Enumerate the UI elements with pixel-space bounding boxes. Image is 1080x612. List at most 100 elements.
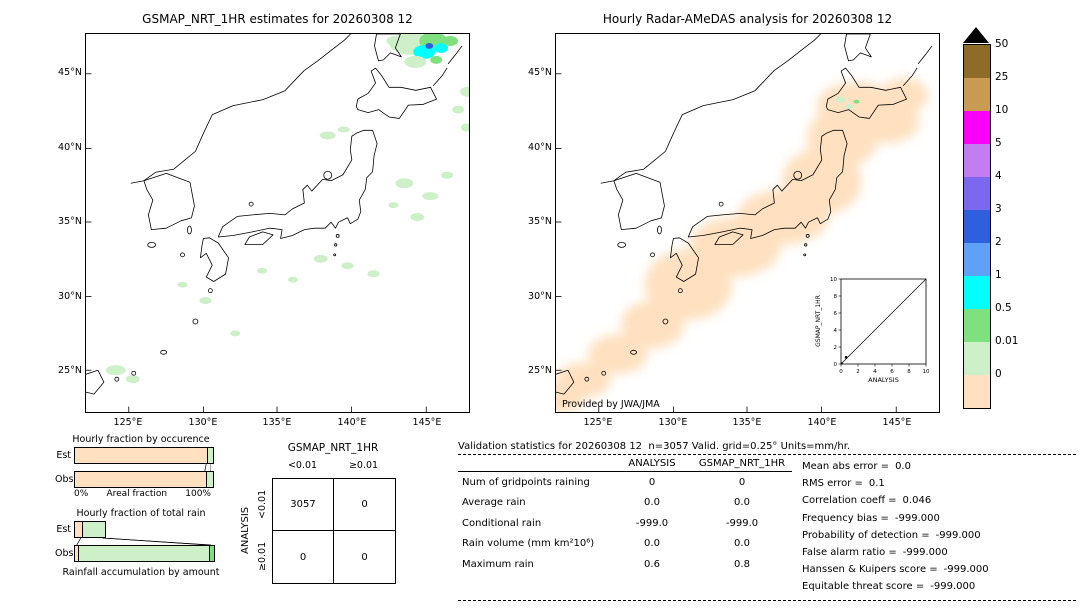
metric-label: Hanssen & Kuipers score = — [802, 564, 938, 576]
stats-table: ANALYSIS GSMAP_NRT_1HR Num of gridpoints… — [458, 458, 792, 596]
stats-table-row: Num of gridpoints raining 0 0 — [458, 472, 792, 493]
column-header: ANALYSIS — [628, 458, 676, 469]
stats-metric: Mean abs error = 0.0 — [802, 458, 1076, 475]
inset-data-point — [840, 362, 843, 365]
metric-value: 0.1 — [868, 478, 885, 490]
stats-cell: 0 — [738, 476, 746, 488]
fraction-row-label: Obs — [55, 474, 74, 485]
metric-value: 0.046 — [902, 495, 932, 507]
metric-label: Frequency bias = — [802, 512, 889, 524]
inset-ticks — [838, 278, 927, 367]
column-labels: <0.01 ≥0.01 — [272, 460, 396, 478]
chart-bars: Est Obs — [55, 521, 227, 562]
chart-title: Hourly fraction of total rain — [76, 508, 206, 519]
stats-table-row: Rain volume (mm km²10⁶) 0.0 0.0 — [458, 534, 792, 555]
colorbar-segment — [964, 342, 990, 375]
fraction-bar-segment — [75, 472, 207, 487]
colorbar-segment — [964, 375, 990, 408]
lat-tick-label: 40°N — [528, 142, 552, 153]
fraction-bar-row: Est — [55, 521, 227, 538]
lat-tick-label: 45°N — [58, 67, 82, 78]
inset-x-tick: 4 — [873, 369, 877, 375]
precipitation-specks-radar — [835, 96, 860, 110]
colorbar-segment — [964, 309, 990, 342]
left-map-title: GSMAP_NRT_1HR estimates for 20260308 12 — [142, 12, 413, 26]
chart-axis: 0% Areal fraction 100% — [74, 489, 211, 499]
colorbar-tick-label: 4 — [995, 170, 1002, 182]
lon-tick-label: 145°E — [412, 417, 442, 428]
stats-metric: Probability of detection = -999.000 — [802, 527, 1076, 544]
stats-cell: Maximum rain — [462, 558, 534, 570]
map-frame-ticks — [556, 73, 897, 412]
metric-label: Mean abs error = — [802, 461, 890, 473]
stats-table-row: Average rain 0.0 0.0 — [458, 493, 792, 514]
fraction-bar-track — [74, 471, 214, 488]
colorbar-segment — [964, 45, 990, 78]
fraction-charts: Hourly fraction by occurence Est Obs 0% A… — [55, 434, 227, 578]
inset-y-axis-label: GSMAP_NRT_1HR — [815, 295, 822, 347]
fraction-bar-row: Est — [55, 447, 227, 464]
metric-label: Equitable threat score = — [802, 581, 925, 593]
fraction-bar-track — [74, 545, 215, 562]
fraction-bar-row: Obs — [55, 545, 227, 562]
metric-label: Probability of detection = — [802, 529, 930, 541]
colorbar-tick-label: 3 — [995, 203, 1002, 215]
lat-tick-label: 30°N — [58, 291, 82, 302]
fraction-connector-lines — [76, 538, 211, 545]
colorbar-tick-label: 10 — [995, 104, 1009, 116]
fraction-bar-segment — [208, 448, 213, 463]
inset-y-tick: 8 — [834, 294, 838, 300]
fraction-connector-lines — [204, 464, 211, 471]
metric-label: Correlation coeff = — [802, 495, 897, 507]
axis-max-label: 100% — [185, 489, 211, 499]
axis-title: Areal fraction — [106, 489, 168, 499]
stats-cell: 0 — [648, 476, 656, 488]
colorbar-labels: 50 25 10 5 4 3 2 1 0.5 0.01 0 — [995, 38, 1037, 407]
colorbar-segment — [964, 210, 990, 243]
lat-tick-label: 35°N — [528, 216, 552, 227]
fraction-row-label: Est — [56, 524, 71, 535]
lat-tick-label: 30°N — [528, 291, 552, 302]
colorbar-tick-label: 5 — [995, 137, 1002, 149]
fraction-bar-track — [74, 521, 211, 538]
inset-scatter-plot: 0 2 4 6 8 10 0 2 4 6 8 10 ANALYSIS GSMAP… — [811, 274, 933, 386]
fraction-bar-segment — [78, 546, 210, 561]
fraction-bar-track — [74, 447, 214, 464]
validation-statistics: Validation statistics for 20260308 12 n=… — [458, 441, 1076, 601]
inset-y-tick: 0 — [834, 362, 838, 368]
stats-cell: 0.0 — [644, 497, 660, 509]
divider — [458, 454, 1076, 455]
lat-tick-label: 40°N — [58, 142, 82, 153]
colorbar-segment — [964, 177, 990, 210]
contingency-table: ANALYSIS <0.01 ≥0.01 GSMAP_NRT_1HR <0.01… — [238, 442, 396, 584]
lat-tick-label: 25°N — [528, 365, 552, 376]
occurrence-chart: Hourly fraction by occurence Est Obs 0% A… — [55, 434, 227, 499]
contingency-cell: 0 — [361, 551, 368, 563]
colorbar-tick-label: 1 — [995, 269, 1002, 281]
lon-tick-label: 135°E — [732, 417, 762, 428]
data-credit: Provided by JWA/JMA — [562, 399, 660, 410]
inset-data-point — [844, 355, 848, 359]
colorbar-over-arrow — [963, 27, 989, 43]
japan-coastline — [86, 34, 463, 395]
lon-tick-label: 145°E — [882, 417, 912, 428]
stats-title: Validation statistics for 20260308 12 n=… — [458, 441, 851, 452]
stats-table-header: ANALYSIS GSMAP_NRT_1HR — [458, 458, 792, 472]
axis-min-label: 0% — [74, 489, 89, 499]
contingency-cells: 3057 0 0 0 — [272, 478, 396, 584]
lon-tick-label: 140°E — [337, 417, 367, 428]
stats-metrics: Mean abs error = 0.0 RMS error = 0.1 Correla… — [792, 458, 1076, 596]
stats-cell: 0.0 — [734, 538, 750, 550]
inset-x-tick: 8 — [907, 369, 911, 375]
stats-table-rows: Num of gridpoints raining 0 0 Average rain 0… — [458, 472, 792, 575]
colorbar-segment — [964, 78, 990, 111]
fraction-row-label: Est — [56, 450, 71, 461]
metric-value: -999.000 — [935, 529, 981, 541]
stats-metric: RMS error = 0.1 — [802, 475, 1076, 492]
colorbar-tick-label: 50 — [995, 38, 1009, 50]
colorbar-tick-label: 25 — [995, 71, 1009, 83]
metric-value: 0.0 — [895, 461, 911, 473]
colorbar-segments — [963, 44, 991, 409]
stats-cell: 0.6 — [644, 558, 660, 570]
